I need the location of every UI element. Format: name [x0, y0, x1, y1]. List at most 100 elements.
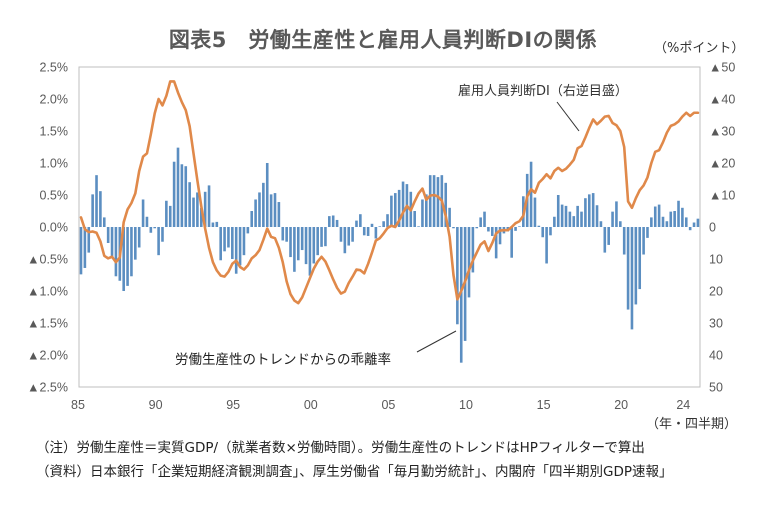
bar [580, 211, 583, 227]
bar [459, 227, 463, 363]
bar [258, 192, 261, 227]
annotation-productivity-gap: 労働生産性のトレンドからの乖離率 [175, 352, 391, 368]
bar [149, 227, 153, 233]
bar-series-productivity-gap [79, 147, 700, 363]
bar [188, 182, 191, 227]
left-axis-tick-label: ▲2.0% [27, 349, 68, 363]
right-axis-tick-label: ▲20 [709, 157, 735, 171]
x-axis-tick-label: 95 [226, 398, 240, 412]
bar [122, 227, 125, 291]
bar [308, 227, 312, 276]
bar [568, 211, 572, 227]
bar [421, 199, 424, 227]
bar [320, 227, 323, 247]
left-axis-tick-label: 0.0% [40, 221, 69, 235]
bar [134, 227, 137, 260]
bar [343, 227, 347, 254]
bar [452, 227, 455, 229]
x-axis-unit-label: （年・四半期） [646, 417, 738, 432]
bar [176, 147, 180, 227]
bar [79, 227, 83, 275]
right-axis-tick-label: ▲40 [709, 93, 735, 107]
bar [498, 227, 502, 245]
bar [102, 217, 106, 227]
bar [227, 227, 230, 248]
bar [661, 216, 665, 227]
x-axis-tick-label: 05 [381, 398, 395, 412]
bar [657, 204, 661, 227]
bar [428, 175, 432, 227]
bar [168, 205, 172, 227]
x-axis-tick-label: 00 [304, 398, 318, 412]
bar [642, 227, 645, 255]
bar [587, 194, 591, 227]
bar [211, 222, 215, 227]
bar [192, 197, 195, 227]
bar [296, 227, 300, 261]
bar [615, 201, 618, 227]
bar [479, 217, 482, 227]
bar [591, 193, 595, 227]
bar [293, 227, 296, 272]
bar [634, 227, 638, 305]
bar [549, 227, 552, 236]
bar [607, 227, 610, 245]
bar [425, 194, 428, 227]
bar [351, 227, 354, 242]
bar [316, 227, 319, 256]
bar [564, 205, 568, 227]
left-axis-labels: 2.5% 2.0% 1.5% 1.0% 0.5% 0.0% ▲0.5% ▲1.0% ▲1.5% ▲… [27, 61, 68, 395]
bar [219, 227, 222, 261]
bar [584, 198, 587, 227]
bar [254, 199, 257, 227]
bar [359, 214, 362, 227]
x-axis-tick-label: 10 [459, 398, 473, 412]
bar [630, 227, 634, 330]
bar [87, 227, 91, 253]
bar [110, 227, 114, 258]
bar [611, 211, 614, 227]
left-axis-tick-label: 1.0% [40, 157, 69, 171]
bar [339, 227, 343, 242]
bar [273, 193, 277, 227]
bar [518, 226, 521, 227]
bar [553, 216, 556, 227]
bar [456, 227, 459, 325]
x-axis-labels: 85 90 95 00 05 10 15 20 24 [71, 398, 690, 412]
bar [436, 177, 440, 227]
bar [289, 227, 292, 258]
bar [514, 227, 517, 231]
left-axis-tick-label: 1.5% [40, 125, 69, 139]
bar [417, 226, 420, 227]
left-axis-tick-label: 0.5% [40, 189, 69, 203]
bar [537, 225, 541, 227]
bar [529, 161, 533, 227]
bar [172, 161, 176, 227]
bar [161, 227, 164, 242]
bar [487, 227, 490, 232]
bar [681, 207, 684, 227]
bar [246, 227, 250, 234]
leader-line-di [556, 101, 580, 132]
left-axis-tick-label: 2.5% [40, 61, 69, 75]
bar [475, 227, 479, 229]
bar [137, 227, 141, 248]
left-axis-tick-label: ▲1.5% [27, 317, 68, 331]
bar [444, 182, 448, 227]
bar [234, 227, 238, 274]
bar [285, 227, 288, 242]
bar [199, 207, 203, 227]
x-axis-tick-label: 90 [149, 398, 163, 412]
chart-title: 図表5 労働生産性と雇用人員判断DIの関係 [168, 28, 598, 52]
bar [510, 227, 513, 258]
bar [576, 205, 579, 227]
bar [599, 221, 603, 227]
bar [432, 175, 436, 227]
left-axis-tick-label: ▲0.5% [27, 253, 68, 267]
bar [281, 227, 285, 241]
bar [374, 227, 378, 239]
bar [556, 195, 560, 227]
annotation-employment-di: 雇用人員判断DI（右逆目盛） [458, 84, 628, 99]
right-axis-tick-label: ▲30 [709, 125, 735, 139]
